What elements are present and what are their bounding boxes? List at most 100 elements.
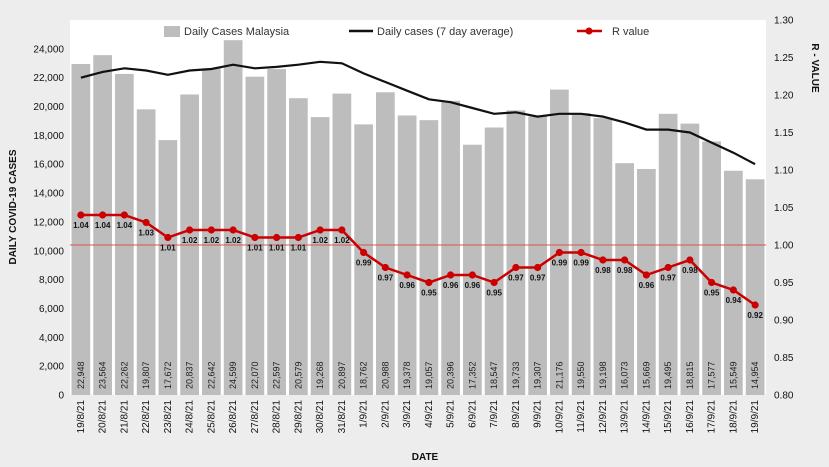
r-value-point [77,211,85,219]
bar-value-label: 17,577 [707,361,717,389]
r-value-point [577,248,585,257]
y-tick-label: 20,000 [33,102,64,113]
r-value-point [642,271,650,279]
y-tick-label: 24,000 [33,44,64,55]
legend-label-bars: Daily Cases Malaysia [184,26,290,38]
r-value-label: 1.01 [291,244,307,253]
legend-marker-r-value [585,27,593,35]
average-line [80,60,756,166]
x-tick-label: 27/8/21 [250,400,261,434]
x-tick-label: 6/9/21 [467,400,478,428]
r-value-label: 0.97 [660,274,676,283]
x-tick-label: 9/9/21 [533,400,544,428]
r-value-point [360,248,368,257]
r-value-label: 1.02 [182,236,198,245]
r-value-point [512,263,520,272]
bar [376,92,395,396]
x-tick-label: 4/9/21 [424,400,435,428]
bar [419,120,439,396]
x-tick-label: 21/8/21 [119,400,130,434]
r-value-label: 1.03 [138,229,154,238]
x-tick-label: 19/8/21 [76,400,87,434]
x-tick-label: 3/9/21 [402,400,413,428]
r-value-point [294,233,302,242]
bar-value-label: 19,057 [424,361,434,389]
bar [223,40,243,396]
r-value-label: 0.95 [486,289,502,298]
y2-tick-label: 0.95 [774,278,794,289]
bar-value-label: 18,547 [489,361,499,389]
r-value-point [708,278,716,287]
legend-label-average: Daily cases (7 day average) [377,26,513,38]
r-value-label: 1.04 [95,221,111,230]
r-value-labels: 1.04 1.04 1.04 1.03 1.01 1.02 1.02 1.02 1.01 1.01… [73,221,763,320]
bar-value-label: 15,669 [641,361,651,389]
bar-value-label: 15,549 [728,361,738,389]
bar-value-label: 20,396 [446,361,456,389]
bar-value-label: 19,550 [576,361,586,389]
bar [441,100,460,396]
r-value-label: 0.96 [399,281,415,290]
r-value-point [251,233,259,242]
bar [615,163,634,395]
bar-value-label: 24,599 [228,361,238,389]
r-value-point [425,278,433,287]
bar-value-label: 22,262 [119,361,129,389]
x-tick-label: 1/9/21 [359,400,370,428]
bar [71,64,91,396]
legend-label-r-value: R value [612,26,649,38]
y2-tick-label: 0.85 [774,353,794,364]
r-value-point [273,233,281,242]
r-value-point [381,263,389,272]
bar [158,140,178,395]
r-value-point [99,211,107,219]
bar-value-label: 17,672 [163,361,173,389]
bar [506,110,526,396]
x-tick-label: 12/9/21 [598,400,609,434]
y2-tick-label: 1.20 [774,91,794,102]
x-tick-label: 16/9/21 [685,400,696,434]
x-tick-label: 23/8/21 [163,400,174,434]
x-tick-label: 30/8/21 [315,400,326,434]
bar-value-label: 19,198 [598,361,608,389]
r-value-label: 0.92 [747,311,763,320]
r-value-point [555,248,563,257]
y-tick-label: 6,000 [39,304,64,315]
y-tick-label: 0 [58,391,64,402]
bar-value-label: 19,268 [315,361,325,389]
legend: Daily Cases Malaysia Daily cases (7 day … [164,26,649,38]
r-value-label: 0.99 [573,259,589,268]
x-tick-label: 10/9/21 [554,400,565,434]
bar [550,89,569,396]
bar-value-label: 18,762 [359,361,369,389]
r-value-point [338,226,346,234]
bar-value-label: 20,988 [380,361,390,389]
bar [310,117,330,395]
r-value-label: 0.96 [639,281,655,290]
bar-value-label: 16,073 [620,361,630,389]
r-value-label: 0.95 [421,289,437,298]
y2-tick-label: 1.00 [774,241,794,252]
left-axis-ticks: 0 2,000 4,000 6,000 8,000 10,000 12,000 14,000 1… [33,44,64,401]
bar-value-label: 23,564 [98,361,108,389]
x-axis-ticks: 19/8/21 20/8/21 21/8/21 22/8/21 23/8/21 24/8/… [76,400,761,434]
bar [484,127,504,396]
x-tick-label: 31/8/21 [337,400,348,434]
y-tick-label: 2,000 [39,362,64,373]
bar [332,93,352,396]
bar [658,113,678,395]
y-tick-label: 8,000 [39,275,64,286]
y2-axis-title: R - VALUE [809,43,820,93]
x-tick-label: 15/9/21 [663,400,674,434]
x-tick-label: 29/8/21 [293,400,304,434]
r-value-point [599,256,607,264]
bar-value-label: 22,642 [206,361,216,389]
bar-value-label: 21,176 [554,361,564,389]
r-value-label: 1.02 [312,236,328,245]
y-tick-label: 22,000 [33,73,64,84]
bar-value-label: 22,597 [272,361,282,389]
x-tick-label: 17/9/21 [707,400,718,434]
r-value-label: 0.99 [552,259,568,268]
y-tick-label: 18,000 [33,131,64,142]
